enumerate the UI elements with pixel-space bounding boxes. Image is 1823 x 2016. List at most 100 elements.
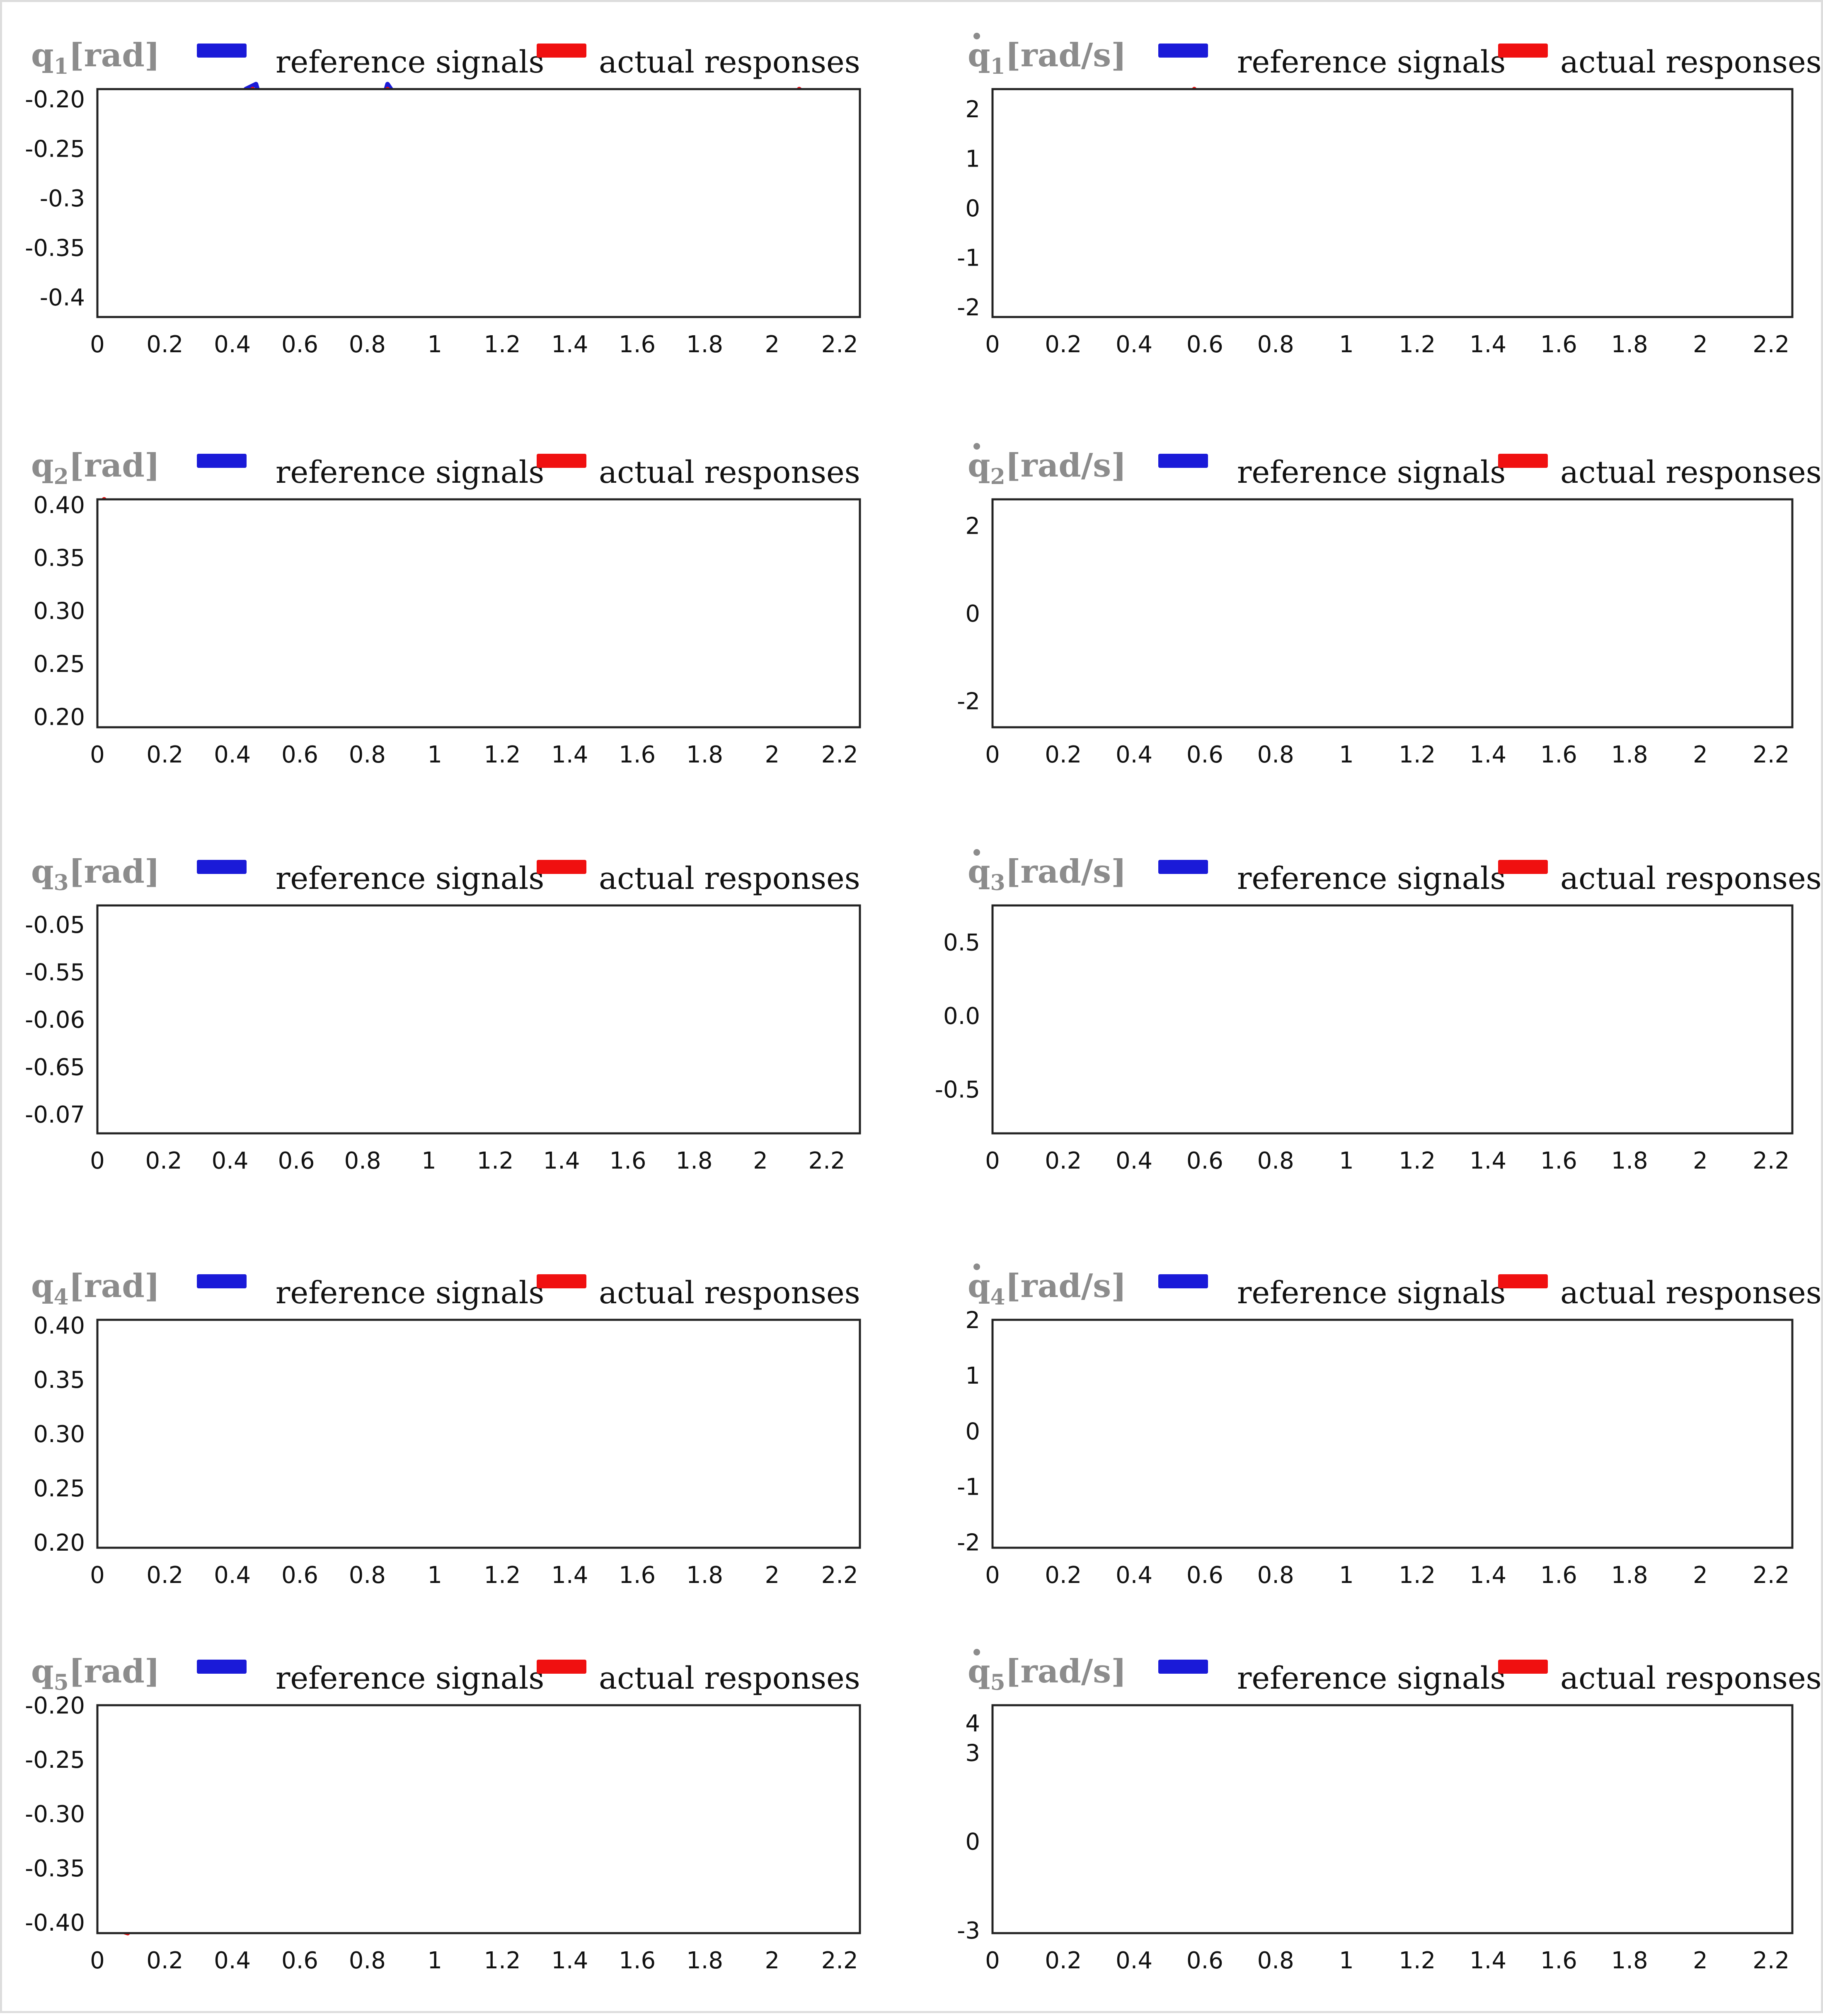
y-tick-label: -1 [957,1474,980,1501]
x-tick-label: 0.4 [214,741,251,768]
legend-label-reference: reference signals [1237,455,1506,490]
x-tick-label: 0.6 [281,1562,318,1589]
y-tick-label: -3 [957,1917,980,1944]
x-tick-label: 0.8 [1257,1562,1294,1589]
legend-swatch-reference [197,1660,247,1674]
y-tick-label: 0 [965,600,980,627]
y-axis-label: q3[rad] [31,853,160,895]
x-tick-label: 0.4 [1116,741,1152,768]
x-tick-label: 0.8 [344,1147,381,1174]
y-tick-label: 0 [965,1829,980,1856]
legend-swatch-reference [197,1274,247,1288]
x-tick-label: 0 [985,741,1000,768]
y-tick-label: -0.40 [25,1910,85,1936]
x-tick-label: 0 [90,1947,105,1974]
y-tick-label: -0.05 [25,912,85,939]
x-tick-label: 0.8 [1257,1147,1294,1174]
chart-panel-5: q3[rad] reference signals actual responses… [2,843,864,1216]
x-tick-label: 1 [1339,1147,1354,1174]
x-tick-label: 1.2 [1399,741,1436,768]
x-tick-label: 1.6 [619,741,656,768]
legend-label-actual: actual responses [599,1275,860,1311]
legend-label-actual: actual responses [1560,1275,1822,1311]
x-tick-label: 1.4 [1470,1562,1506,1589]
y-tick-label: 0.25 [33,651,85,678]
x-tick-label: 2.2 [821,741,858,768]
x-tick-label: 0.2 [145,1147,182,1174]
x-tick-label: 2.2 [821,331,858,358]
y-tick-label: 3 [965,1740,980,1767]
y-axis-label: q5[rad/s] [968,1653,1126,1695]
chart-svg: q2[rad] reference signals actual responses… [31,447,861,768]
x-tick-label: 1.8 [1611,1947,1648,1974]
x-tick-label: 1.4 [551,741,588,768]
x-tick-label: 0.6 [1186,1562,1223,1589]
y-tick-label: 0.30 [33,598,85,625]
y-tick-label: 2 [965,513,980,540]
x-tick-label: 1.8 [686,1947,723,1974]
x-tick-label: 1.6 [619,331,656,358]
legend-swatch-actual [1498,44,1548,58]
x-tick-label: 1.2 [484,331,521,358]
x-tick-label: 1.2 [484,741,521,768]
x-tick-label: 1.6 [619,1562,656,1589]
x-tick-label: 0 [90,331,105,358]
x-tick-label: 1.8 [675,1147,712,1174]
x-tick-label: 1.4 [543,1147,580,1174]
x-tick-label: 0.6 [1186,331,1223,358]
x-tick-label: 0.8 [1257,1947,1294,1974]
x-tick-label: 1.6 [1540,1947,1577,1974]
y-tick-label: 2 [965,96,980,123]
y-tick-label: -1 [957,245,980,272]
legend-swatch-reference [1158,44,1208,58]
y-tick-label: -0.35 [25,1855,85,1882]
y-tick-label: -0.5 [935,1077,980,1104]
legend-swatch-reference [197,860,247,874]
x-tick-label: 2 [765,741,780,768]
legend-label-actual: actual responses [599,44,860,80]
x-tick-label: 2.2 [821,1562,858,1589]
x-tick-label: 1 [1339,331,1354,358]
x-tick-label: 2.2 [1753,1947,1789,1974]
x-tick-label: 0 [985,1947,1000,1974]
chart-panel-3: q2[rad] reference signals actual responses… [2,437,864,810]
legend-swatch-reference [1158,1660,1208,1674]
x-tick-label: 1.4 [551,331,588,358]
legend-label-reference: reference signals [276,455,544,490]
x-tick-label: 0.2 [1045,1147,1082,1174]
x-tick-label: 0 [985,1147,1000,1174]
x-tick-label: 2 [1693,741,1708,768]
y-axis-label: q4[rad/s] [968,1267,1126,1310]
y-tick-label: 2 [965,1307,980,1334]
x-tick-label: 2.2 [1753,1562,1789,1589]
y-tick-label: 0.20 [33,1530,85,1556]
x-tick-label: 2.2 [808,1147,845,1174]
x-tick-label: 1.2 [484,1562,521,1589]
x-tick-label: 2 [1693,1147,1708,1174]
x-tick-label: 1 [1339,1947,1354,1974]
derivative-dot [973,849,980,856]
y-tick-label: -0.25 [25,1747,85,1774]
legend-swatch-reference [1158,454,1208,468]
y-tick-label: -2 [957,1530,980,1556]
x-tick-label: 0.4 [1116,1562,1152,1589]
x-tick-label: 0.4 [214,1947,251,1974]
plot-frame [96,498,861,728]
x-tick-label: 1.6 [1540,1147,1577,1174]
legend-label-reference: reference signals [1237,44,1506,80]
x-tick-label: 1.4 [551,1562,588,1589]
x-tick-label: 0.8 [349,1947,386,1974]
chart-svg: q3[rad] reference signals actual responses… [25,853,861,1174]
legend-swatch-actual [1498,1660,1548,1674]
x-tick-label: 0.8 [349,1562,386,1589]
chart-svg: q2[rad/s] reference signals actual respons… [957,443,1822,768]
y-tick-label: 0.25 [33,1475,85,1502]
x-tick-label: 0.4 [1116,1947,1152,1974]
x-tick-label: 1.4 [1470,1947,1506,1974]
chart-panel-9: q5[rad] reference signals actual responses… [2,1643,864,2016]
legend-label-reference: reference signals [1237,1660,1506,1696]
y-tick-label: -2 [957,294,980,321]
y-tick-label: 0.20 [33,704,85,731]
x-tick-label: 0.4 [1116,1147,1152,1174]
x-tick-label: 2.2 [1753,741,1789,768]
